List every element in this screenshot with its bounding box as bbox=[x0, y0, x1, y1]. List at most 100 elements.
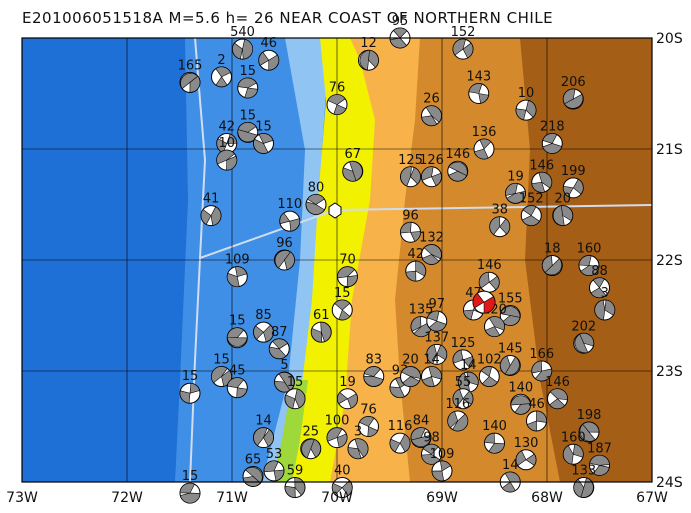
focal-mechanism[interactable]: 2 bbox=[211, 53, 232, 88]
focal-mechanism[interactable]: 3 bbox=[594, 286, 616, 321]
focal-mechanism[interactable]: 125 bbox=[398, 153, 423, 188]
focal-mechanism[interactable]: 83 bbox=[363, 353, 385, 388]
depth-label: 15 bbox=[255, 119, 272, 134]
depth-label: 76 bbox=[360, 403, 377, 418]
focal-mechanism[interactable]: 100 bbox=[325, 414, 350, 449]
focal-mechanism[interactable]: 97 bbox=[426, 297, 448, 332]
focal-mechanism[interactable]: 15 bbox=[179, 369, 201, 404]
focal-mechanism[interactable]: 206 bbox=[561, 75, 586, 110]
focal-mechanism[interactable]: 59 bbox=[284, 464, 306, 499]
focal-mechanism[interactable]: 199 bbox=[561, 164, 586, 199]
focal-mechanism[interactable]: 95 bbox=[389, 14, 411, 49]
focal-mechanism[interactable]: 146 bbox=[545, 375, 570, 410]
focal-mechanism[interactable]: 5 bbox=[274, 358, 295, 393]
focal-mechanism[interactable]: 53 bbox=[263, 447, 285, 482]
focal-mechanism[interactable]: 10 bbox=[515, 86, 537, 121]
focal-mechanism[interactable]: 80 bbox=[305, 181, 327, 215]
focal-mechanism[interactable]: 143 bbox=[466, 70, 491, 104]
focal-mechanism[interactable]: 42 bbox=[216, 119, 238, 154]
depth-label: 10 bbox=[218, 136, 235, 151]
focal-mechanism[interactable]: 76 bbox=[358, 403, 379, 437]
focal-mechanism[interactable]: 160 bbox=[561, 430, 586, 465]
focal-mechanism[interactable]: 15 bbox=[331, 286, 353, 321]
focal-mechanism[interactable]: 12 bbox=[358, 36, 379, 71]
focal-mechanism[interactable]: 198 bbox=[577, 408, 602, 443]
focal-mechanism[interactable]: 140 bbox=[482, 419, 507, 454]
beachball-icon bbox=[541, 132, 563, 154]
focal-mechanism[interactable]: 152 bbox=[451, 25, 476, 60]
focal-mechanism[interactable]: 96 bbox=[400, 208, 421, 243]
focal-mechanism[interactable]: 3 bbox=[347, 425, 369, 460]
focal-mechanism[interactable]: 20 bbox=[552, 192, 574, 227]
focal-mechanism[interactable]: 98 bbox=[421, 430, 442, 465]
focal-mechanism[interactable]: 15 bbox=[237, 108, 259, 143]
focal-mechanism[interactable]: 110 bbox=[277, 197, 302, 232]
focal-mechanism[interactable]: 61 bbox=[310, 308, 332, 343]
depth-label: 46 bbox=[528, 397, 545, 412]
focal-mechanism[interactable]: 14 bbox=[421, 353, 442, 388]
focal-mechanism[interactable]: 46 bbox=[526, 397, 547, 432]
focal-mechanism[interactable]: 19 bbox=[505, 169, 526, 204]
focal-mechanism[interactable]: 140 bbox=[508, 380, 533, 415]
focal-mechanism[interactable]: 67 bbox=[342, 147, 364, 182]
focal-mechanism[interactable]: 88 bbox=[589, 264, 610, 299]
focal-mechanism[interactable]: 202 bbox=[571, 319, 596, 354]
focal-mechanism[interactable]: 155 bbox=[498, 292, 523, 326]
focal-mechanism[interactable]: 85 bbox=[253, 308, 274, 343]
focal-mechanism[interactable]: 45 bbox=[226, 364, 248, 399]
focal-mechanism[interactable]: 76 bbox=[326, 81, 348, 116]
focal-mechanism[interactable]: 102 bbox=[477, 353, 502, 388]
beachball-icon bbox=[531, 360, 553, 382]
focal-mechanism[interactable]: 10 bbox=[216, 136, 238, 171]
focal-mechanism[interactable]: 41 bbox=[200, 192, 222, 227]
focal-mechanism[interactable]: 15 bbox=[179, 469, 201, 504]
focal-mechanism[interactable]: 540 bbox=[230, 25, 255, 60]
main-event-mechanism[interactable] bbox=[472, 290, 496, 314]
focal-mechanism[interactable]: 130 bbox=[514, 436, 539, 471]
focal-mechanism[interactable]: 14 bbox=[499, 458, 521, 493]
focal-mechanism[interactable]: 20 bbox=[400, 353, 421, 388]
focal-mechanism[interactable]: 18 bbox=[541, 242, 563, 277]
focal-mechanism[interactable]: 15 bbox=[284, 375, 306, 410]
focal-mechanism[interactable]: 109 bbox=[225, 253, 250, 288]
focal-mechanism[interactable]: 15 bbox=[237, 64, 259, 99]
focal-mechanism[interactable]: 126 bbox=[419, 153, 444, 188]
focal-mechanism[interactable]: 26 bbox=[421, 92, 442, 127]
focal-mechanism[interactable]: 146 bbox=[529, 158, 554, 193]
focal-mechanism[interactable]: 19 bbox=[337, 375, 358, 410]
focal-mechanism[interactable]: 125 bbox=[451, 336, 476, 371]
focal-mechanism[interactable]: 15 bbox=[211, 353, 232, 388]
focal-mechanism[interactable]: 15 bbox=[226, 314, 248, 349]
focal-mechanism[interactable]: 187 bbox=[587, 441, 612, 476]
focal-mechanism[interactable]: 14 bbox=[253, 414, 274, 449]
focal-mechanism[interactable]: 166 bbox=[529, 347, 554, 382]
focal-mechanism[interactable]: 165 bbox=[178, 58, 203, 93]
focal-mechanism[interactable]: 160 bbox=[577, 242, 602, 277]
focal-mechanism[interactable]: 42 bbox=[405, 247, 427, 282]
focal-mechanism[interactable]: 146 bbox=[477, 258, 502, 293]
focal-mechanism[interactable]: 116 bbox=[445, 397, 470, 432]
focal-mechanism[interactable]: 65 bbox=[242, 452, 264, 487]
focal-mechanism[interactable]: 46 bbox=[258, 36, 280, 71]
depth-label: 97 bbox=[428, 297, 445, 312]
beachball-icon bbox=[526, 410, 547, 432]
focal-mechanism[interactable]: 152 bbox=[519, 192, 544, 227]
focal-mechanism[interactable]: 15 bbox=[253, 119, 274, 154]
focal-mechanism[interactable]: 84 bbox=[410, 414, 432, 449]
focal-mechanism[interactable]: 218 bbox=[540, 119, 565, 154]
depth-label: 67 bbox=[344, 147, 361, 162]
focal-mechanism[interactable]: 146 bbox=[445, 147, 470, 182]
focal-mechanism[interactable]: 87 bbox=[268, 325, 290, 360]
focal-mechanism[interactable]: 25 bbox=[300, 425, 322, 460]
focal-mechanism[interactable]: 109 bbox=[430, 447, 455, 482]
focal-mechanism[interactable]: 116 bbox=[388, 419, 413, 454]
focal-mechanism[interactable]: 145 bbox=[498, 341, 523, 376]
focal-mechanism[interactable]: 132 bbox=[419, 230, 444, 265]
focal-mechanism[interactable]: 70 bbox=[337, 253, 358, 288]
focal-mechanism[interactable]: 38 bbox=[489, 203, 511, 238]
focal-mechanism[interactable]: 137 bbox=[424, 330, 449, 365]
focal-mechanism[interactable]: 136 bbox=[472, 125, 497, 160]
focal-mechanism[interactable]: 96 bbox=[274, 236, 295, 271]
depth-label: 38 bbox=[491, 203, 508, 218]
focal-mechanism[interactable]: 55 bbox=[452, 375, 474, 410]
